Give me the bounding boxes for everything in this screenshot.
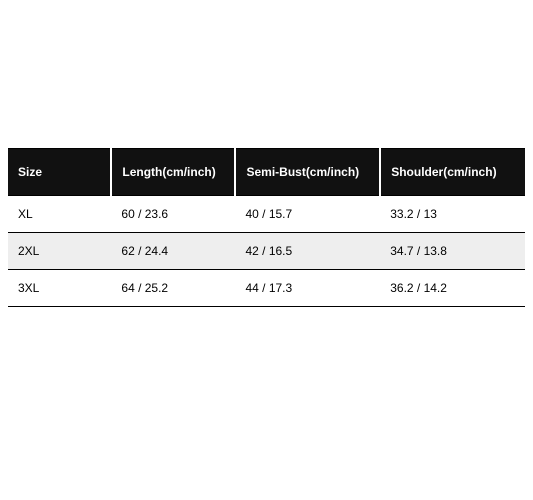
header-semi-bust: Semi-Bust(cm/inch) <box>235 149 380 196</box>
cell-shoulder: 34.7 / 13.8 <box>380 233 525 270</box>
table-header-row: Size Length(cm/inch) Semi-Bust(cm/inch) … <box>8 149 525 196</box>
table-row: XL 60 / 23.6 40 / 15.7 33.2 / 13 <box>8 196 525 233</box>
cell-size: 2XL <box>8 233 111 270</box>
cell-shoulder: 36.2 / 14.2 <box>380 270 525 307</box>
size-chart-table: Size Length(cm/inch) Semi-Bust(cm/inch) … <box>8 148 525 307</box>
table-row: 2XL 62 / 24.4 42 / 16.5 34.7 / 13.8 <box>8 233 525 270</box>
cell-length: 62 / 24.4 <box>111 233 235 270</box>
cell-size: XL <box>8 196 111 233</box>
table-row: 3XL 64 / 25.2 44 / 17.3 36.2 / 14.2 <box>8 270 525 307</box>
header-size: Size <box>8 149 111 196</box>
cell-size: 3XL <box>8 270 111 307</box>
cell-semi-bust: 42 / 16.5 <box>235 233 380 270</box>
cell-semi-bust: 44 / 17.3 <box>235 270 380 307</box>
header-shoulder: Shoulder(cm/inch) <box>380 149 525 196</box>
cell-length: 60 / 23.6 <box>111 196 235 233</box>
cell-shoulder: 33.2 / 13 <box>380 196 525 233</box>
cell-length: 64 / 25.2 <box>111 270 235 307</box>
header-length: Length(cm/inch) <box>111 149 235 196</box>
cell-semi-bust: 40 / 15.7 <box>235 196 380 233</box>
